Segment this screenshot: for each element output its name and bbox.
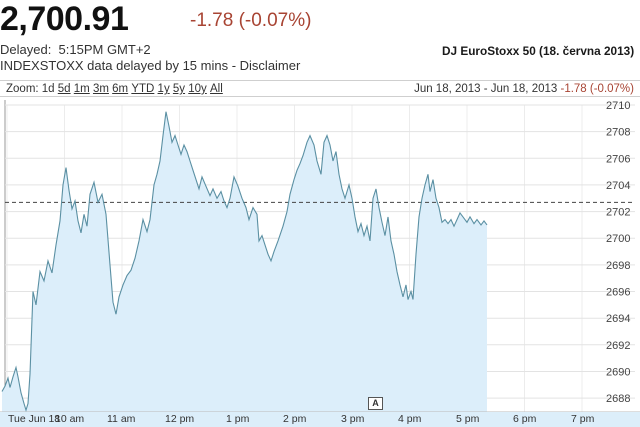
svg-text:2688: 2688 xyxy=(606,393,630,405)
svg-text:2702: 2702 xyxy=(606,207,630,219)
svg-text:2704: 2704 xyxy=(606,180,630,192)
svg-text:2700: 2700 xyxy=(606,233,630,245)
svg-text:2690: 2690 xyxy=(606,367,630,379)
svg-text:2708: 2708 xyxy=(606,127,630,139)
svg-text:2698: 2698 xyxy=(606,260,630,272)
svg-text:2706: 2706 xyxy=(606,153,630,165)
svg-text:2692: 2692 xyxy=(606,340,630,352)
svg-text:2710: 2710 xyxy=(606,100,630,112)
svg-text:2694: 2694 xyxy=(606,313,630,325)
svg-text:2696: 2696 xyxy=(606,287,630,299)
